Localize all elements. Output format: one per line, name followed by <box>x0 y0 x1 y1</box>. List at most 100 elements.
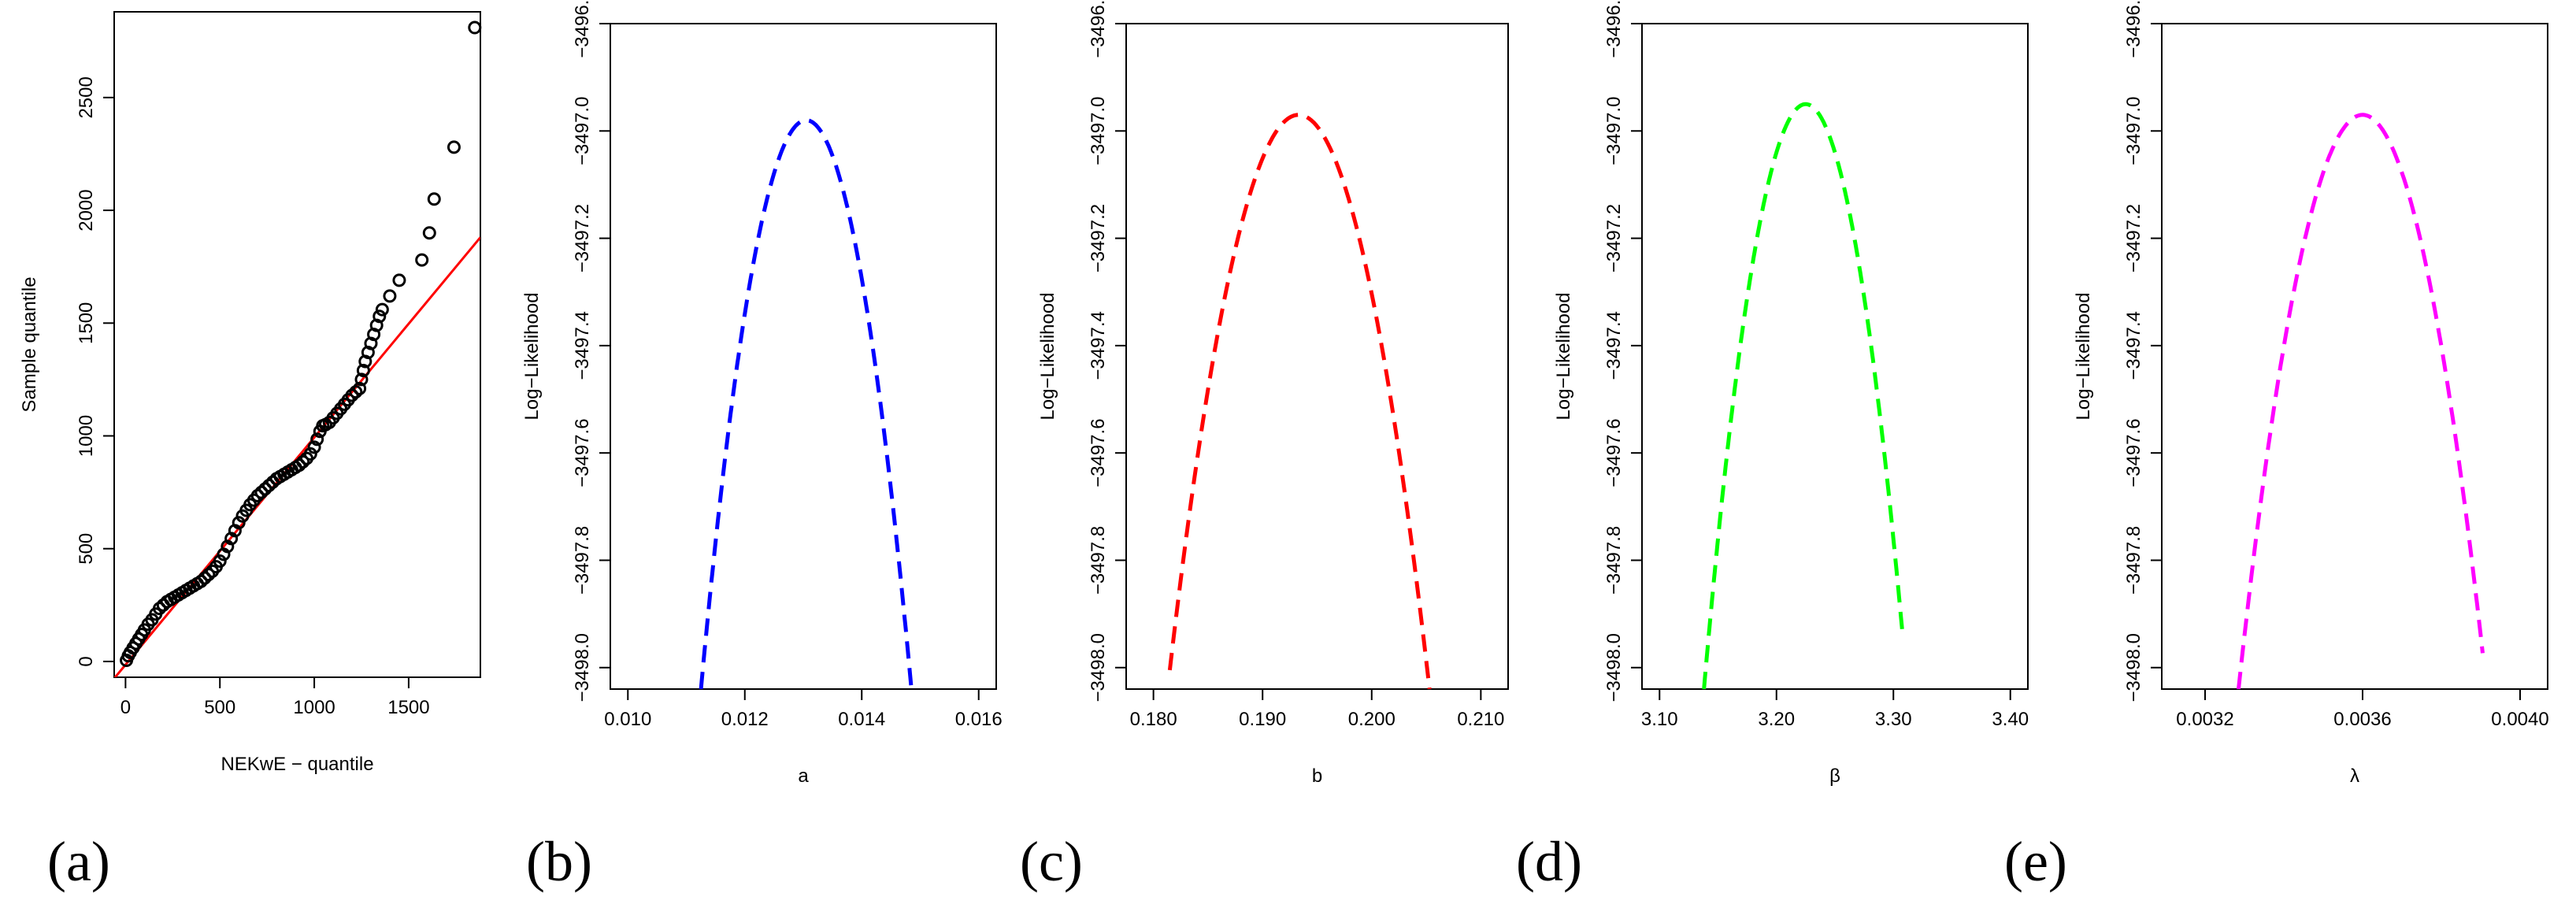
loglik-curve <box>1167 113 1432 689</box>
y-tick-label: −3497.0 <box>1603 97 1625 165</box>
y-tick-label: −3497.2 <box>1603 204 1625 272</box>
panel-label: (e) <box>2004 830 2067 893</box>
x-tick-label: 500 <box>204 697 235 718</box>
plot-frame <box>2161 23 2548 690</box>
y-tick-label: −3498.0 <box>2123 633 2144 702</box>
y-tick-label: 500 <box>76 533 97 565</box>
y-tick-label: 1000 <box>76 415 97 457</box>
y-tick-label: −3497.6 <box>1603 418 1625 487</box>
y-tick-label: −3497.4 <box>572 311 593 380</box>
data-point <box>194 574 208 588</box>
y-tick-label: −3497.2 <box>2123 204 2144 272</box>
x-axis-title: a <box>798 765 809 787</box>
data-point <box>354 372 369 387</box>
data-point <box>262 479 276 493</box>
data-point <box>345 388 359 402</box>
data-point <box>258 482 272 496</box>
y-tick-label: −3497.2 <box>1088 204 1109 272</box>
x-axis-title: β <box>1829 765 1840 787</box>
plot-frame <box>1641 23 2029 690</box>
x-tick-label: 1500 <box>387 697 429 718</box>
x-tick-label: 3.10 <box>1641 709 1678 730</box>
y-axis-title: Sample quantile <box>19 276 40 412</box>
y-axis-title: Log−Likelihood <box>521 292 543 420</box>
y-tick-label: −3497.8 <box>1603 526 1625 595</box>
y-tick-label: 2000 <box>76 189 97 231</box>
x-tick-label: 0 <box>120 697 131 718</box>
y-tick-label: −3496.8 <box>2123 0 2144 58</box>
x-tick-label: 1000 <box>293 697 335 718</box>
y-tick-label: −3497.4 <box>1603 311 1625 380</box>
x-tick-label: 0.0032 <box>2176 709 2233 730</box>
data-point <box>202 568 216 582</box>
data-point <box>373 309 387 324</box>
y-tick-label: −3496.8 <box>1603 0 1625 58</box>
panel-c-loglik-b: 0.180 0.190 0.200 0.210 −3498.0 −3497.8 −3497.… <box>1020 0 1509 893</box>
x-axis-title: NEKwE − quantile <box>221 754 373 775</box>
data-point <box>447 140 461 154</box>
y-axis-title: Log−Likelihood <box>1037 292 1058 420</box>
data-point <box>422 226 436 240</box>
data-point <box>427 192 441 206</box>
y-tick-label: −3497.0 <box>2123 97 2144 165</box>
x-axis-title: λ <box>2350 765 2359 787</box>
data-point <box>392 273 406 287</box>
data-point <box>468 20 482 35</box>
panel-label: (c) <box>1020 830 1083 893</box>
loglik-curve <box>1702 102 1905 689</box>
y-tick-label: −3497.8 <box>572 526 593 595</box>
data-point <box>303 447 317 461</box>
data-point <box>307 440 321 454</box>
x-tick-label: 0.190 <box>1239 709 1286 730</box>
y-tick-label: 2500 <box>76 76 97 118</box>
panel-b-loglik-a: 0.010 0.012 0.014 0.016 −3498.0 −3497.8 −3497.… <box>521 0 1003 893</box>
x-tick-label: 3.20 <box>1758 709 1795 730</box>
panel-label: (a) <box>47 830 110 893</box>
x-tick-label: 3.40 <box>1992 709 2029 730</box>
plot-frame <box>1125 23 1509 690</box>
data-point <box>310 432 324 447</box>
data-point <box>232 516 246 530</box>
data-point <box>254 485 269 499</box>
panel-label: (b) <box>526 830 592 893</box>
y-axis-title: Log−Likelihood <box>1553 292 1574 420</box>
y-tick-label: −3496.8 <box>572 0 593 58</box>
x-tick-label: 0.180 <box>1130 709 1177 730</box>
panel-label: (d) <box>1516 830 1582 893</box>
x-tick-label: 0.012 <box>721 709 769 730</box>
y-tick-label: −3497.2 <box>572 204 593 272</box>
y-tick-label: −3497.6 <box>2123 418 2144 487</box>
y-axis-title: Log−Likelihood <box>2073 292 2094 420</box>
y-tick-label: 0 <box>76 656 97 666</box>
x-tick-label: 0.0040 <box>2491 709 2548 730</box>
y-tick-label: 1500 <box>76 302 97 344</box>
plot-frame <box>610 23 997 690</box>
loglik-curve <box>2237 113 2485 689</box>
x-tick-label: 3.30 <box>1875 709 1912 730</box>
data-point <box>353 381 367 395</box>
plot-frame <box>113 11 481 678</box>
y-tick-label: −3498.0 <box>1603 633 1625 702</box>
y-tick-label: −3497.0 <box>1088 97 1109 165</box>
y-tick-label: −3496.8 <box>1088 0 1109 58</box>
data-point <box>213 554 227 568</box>
x-tick-label: 0.014 <box>838 709 885 730</box>
panel-e-loglik-lambda: 0.0032 0.0036 0.0040 −3498.0 −3497.8 −3497.6 −… <box>2004 0 2549 893</box>
data-point <box>198 571 212 585</box>
data-point <box>383 289 397 303</box>
x-axis-title: b <box>1312 765 1322 787</box>
y-tick-label: −3497.6 <box>1088 418 1109 487</box>
data-point <box>296 454 310 469</box>
x-tick-label: 0.210 <box>1457 709 1504 730</box>
loglik-curve <box>699 118 914 689</box>
y-tick-label: −3497.8 <box>2123 526 2144 595</box>
y-tick-label: −3497.8 <box>1088 526 1109 595</box>
y-tick-label: −3497.4 <box>2123 311 2144 380</box>
data-point <box>292 458 306 473</box>
reference-line <box>114 236 480 677</box>
y-tick-label: −3498.0 <box>1088 633 1109 702</box>
y-tick-label: −3497.6 <box>572 418 593 487</box>
data-point <box>356 363 370 377</box>
y-tick-label: −3497.0 <box>572 97 593 165</box>
